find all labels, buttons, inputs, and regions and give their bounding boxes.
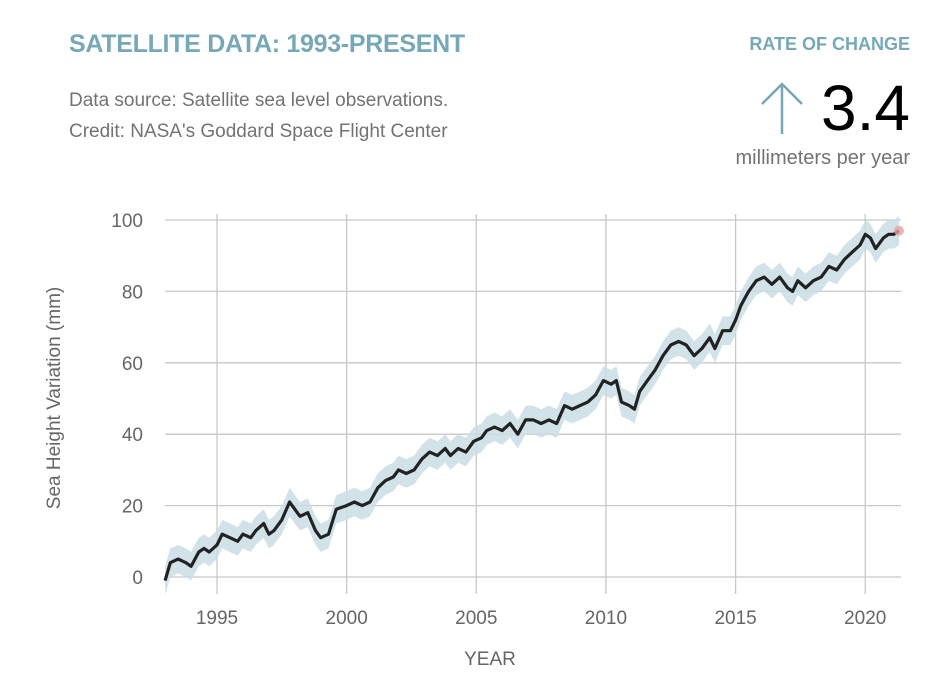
rate-label: RATE OF CHANGE: [749, 34, 910, 54]
arrow-up-icon: [760, 82, 804, 139]
x-tick-label: 1995: [196, 608, 238, 629]
x-tick-label: 2000: [326, 608, 368, 629]
sea-level-line: [163, 229, 900, 582]
uncertainty-band: [165, 216, 900, 595]
y-tick-label: 20: [122, 497, 143, 518]
x-tick-label: 2010: [585, 608, 627, 629]
y-tick-label: 0: [132, 568, 143, 589]
latest-data-point[interactable]: [893, 225, 904, 236]
y-tick-label: 60: [122, 354, 143, 375]
credit: Credit: NASA's Goddard Space Flight Cent…: [69, 121, 448, 142]
y-tick-label: 100: [111, 211, 143, 232]
rate-unit: millimeters per year: [735, 147, 910, 169]
x-tick-label: 2020: [844, 608, 886, 629]
data-source: Data source: Satellite sea level observa…: [69, 90, 449, 111]
chart-title: SATELLITE DATA: 1993-PRESENT: [69, 30, 465, 58]
rate-value: 3.4: [821, 72, 910, 144]
x-tick-label: 2015: [714, 608, 756, 629]
y-tick-label: 40: [122, 425, 143, 446]
y-axis-label: Sea Height Variation (mm): [44, 287, 65, 509]
y-tick-label: 80: [122, 282, 143, 303]
x-tick-label: 2005: [455, 608, 497, 629]
x-axis-label: YEAR: [464, 649, 516, 670]
